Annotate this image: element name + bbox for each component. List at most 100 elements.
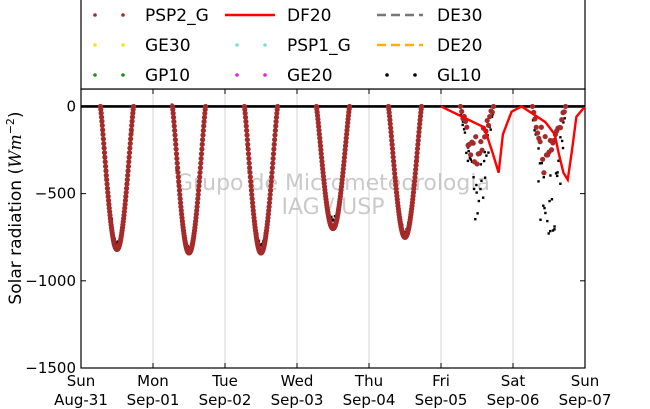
psp2-g-point xyxy=(178,204,184,210)
psp2-g-point xyxy=(474,161,480,167)
psp2-g-point xyxy=(392,178,399,184)
psp2-g-point xyxy=(201,114,208,120)
psp2-g-point xyxy=(194,200,201,206)
psp2-g-point xyxy=(388,133,394,139)
psp2-g-point xyxy=(459,108,465,115)
psp2-g-point xyxy=(246,160,252,166)
psp2-g-point xyxy=(242,106,248,113)
psp2-g-point xyxy=(199,146,205,152)
psp2-g-point xyxy=(246,165,253,171)
legend-label-gp10: GP10 xyxy=(145,66,190,86)
psp2-g-point xyxy=(341,158,347,165)
psp2-g-point xyxy=(245,146,251,152)
legend-marker-psp1-g xyxy=(263,43,267,47)
psp2-g-point xyxy=(269,165,276,171)
psp2-g-point xyxy=(243,119,249,125)
psp2-g-point xyxy=(414,150,420,156)
psp2-g-point xyxy=(390,150,396,156)
gl10-point xyxy=(474,218,477,221)
gl10-point xyxy=(556,171,559,174)
psp2-g-point xyxy=(195,196,201,202)
legend-label-psp1-g: PSP1_G xyxy=(287,36,351,56)
legend: PSP2_G GE30 GP10 DF20 PSP1_G GE20 DE30 DE20 GL10 xyxy=(93,6,482,86)
psp2-g-point xyxy=(343,135,349,141)
psp2-g-point xyxy=(106,201,112,207)
psp2-g-point xyxy=(176,178,182,185)
psp2-g-point xyxy=(173,151,180,157)
psp2-g-point xyxy=(270,155,276,162)
x-tick-label-date: Sep-02 xyxy=(199,391,252,409)
psp2-g-point xyxy=(273,119,279,125)
psp2-g-point xyxy=(388,129,394,135)
gl10-point xyxy=(560,139,564,143)
gl10-point xyxy=(479,187,482,191)
gl10-point xyxy=(461,123,464,127)
x-tick-label-date: Sep-06 xyxy=(487,391,540,409)
psp2-g-point xyxy=(98,110,104,116)
psp2-g-point xyxy=(170,110,176,116)
psp2-g-point xyxy=(342,151,348,157)
gl10-point xyxy=(537,147,540,150)
legend-marker-gp10 xyxy=(121,73,125,77)
watermark-line-1: Grupo de Micrometeorologia xyxy=(176,171,490,196)
gl10-point xyxy=(554,172,558,175)
gl10-point xyxy=(557,159,560,162)
psp2-g-point xyxy=(245,141,251,147)
psp2-g-point xyxy=(417,117,423,123)
psp2-g-point xyxy=(126,159,132,165)
psp2-g-point xyxy=(537,139,543,145)
psp2-g-point xyxy=(270,160,276,166)
psp2-g-point xyxy=(270,151,277,157)
psp2-g-point xyxy=(198,160,204,166)
psp2-g-point xyxy=(201,119,207,125)
psp2-g-point xyxy=(128,127,134,133)
psp2-g-point xyxy=(416,129,422,135)
gl10-point xyxy=(553,225,556,228)
gl10-point xyxy=(472,187,476,191)
x-tick-label-date: Sep-03 xyxy=(271,391,324,409)
psp2-g-point xyxy=(319,158,325,165)
psp2-g-point xyxy=(173,141,179,147)
gl10-point xyxy=(561,146,565,150)
gl10-point xyxy=(537,180,540,183)
gl10-point xyxy=(481,196,485,199)
psp2-g-point xyxy=(125,163,132,169)
psp2-g-point xyxy=(415,137,421,143)
psp2-g-point xyxy=(197,165,204,171)
legend-label-ge30: GE30 xyxy=(145,36,191,56)
psp2-g-point xyxy=(199,141,205,147)
psp2-g-point xyxy=(561,109,567,115)
x-tick-label-day: Fri xyxy=(432,372,450,390)
psp2-g-point xyxy=(177,191,183,198)
gl10-point xyxy=(475,183,478,187)
psp2-g-point xyxy=(195,191,201,198)
psp2-g-point xyxy=(172,137,178,143)
psp2-g-point xyxy=(387,117,393,123)
psp2-g-point xyxy=(269,169,275,176)
psp2-g-point xyxy=(271,141,277,147)
psp2-g-point xyxy=(123,193,129,200)
psp2-g-point xyxy=(99,122,105,129)
psp2-g-point xyxy=(272,132,278,138)
gl10-point xyxy=(469,158,473,161)
legend-marker-ge30 xyxy=(93,43,97,47)
gl10-point xyxy=(549,174,552,177)
psp2-g-point xyxy=(102,159,108,165)
psp2-g-point xyxy=(171,119,177,125)
psp2-g-point xyxy=(340,166,346,172)
psp2-g-point xyxy=(197,169,203,176)
legend-marker-ge30 xyxy=(121,43,125,47)
x-tick-label-day: Sun xyxy=(67,372,96,390)
gl10-point xyxy=(483,150,486,154)
gl10-point xyxy=(332,219,335,222)
psp2-g-point xyxy=(414,154,420,160)
psp2-g-point xyxy=(246,155,252,162)
gl10-point xyxy=(551,229,555,232)
psp2-g-point xyxy=(266,200,273,206)
y-axis-label-unit: Wm xyxy=(6,134,26,168)
gl10-point xyxy=(465,151,468,155)
psp2-g-point xyxy=(195,187,202,193)
psp2-g-point xyxy=(316,127,322,133)
psp2-g-point xyxy=(490,103,497,110)
psp2-g-point xyxy=(174,160,180,166)
